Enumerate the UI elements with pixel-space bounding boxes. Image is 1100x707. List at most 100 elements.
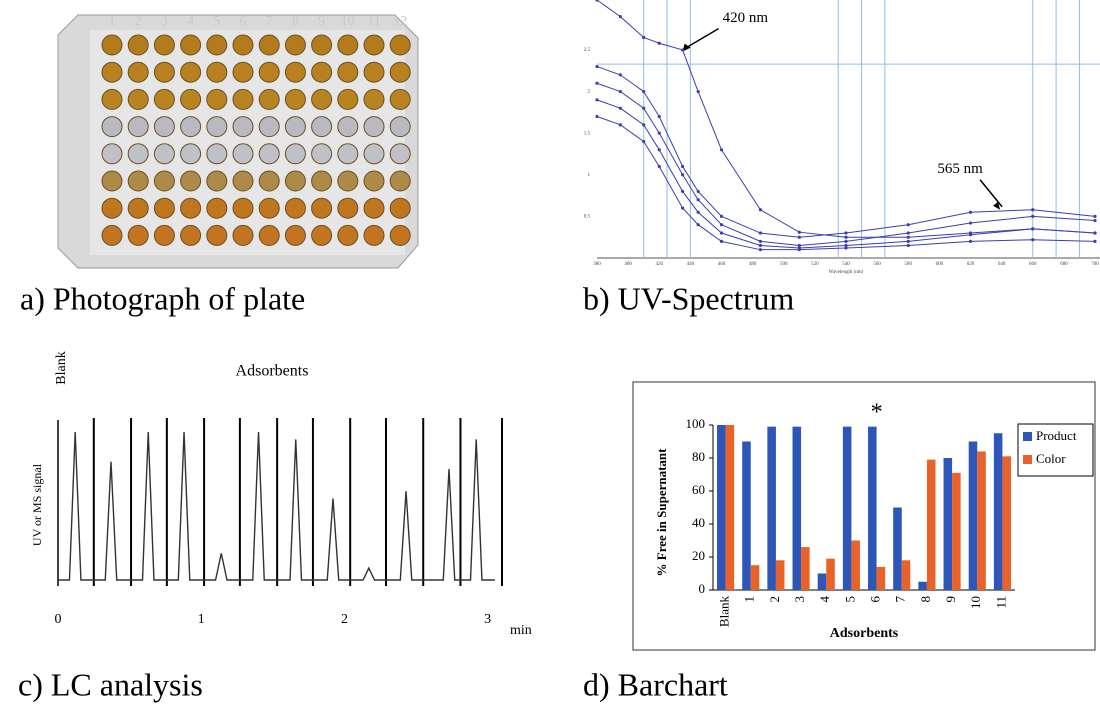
column-label: 4 [187,14,194,29]
well [364,171,384,191]
well [154,171,174,191]
well [154,35,174,55]
well [154,89,174,109]
data-point [697,190,700,193]
x-tick-label: 0 [55,612,62,627]
annotation: * [871,400,883,426]
x-tick-label: 6 [868,596,883,603]
well [338,62,358,82]
well [259,62,279,82]
bar [742,442,751,591]
well [181,117,201,137]
well [233,171,253,191]
data-point [1093,231,1096,234]
x-tick-label: 5 [842,596,857,603]
well [312,62,332,82]
well [259,198,279,218]
column-label: 9 [318,14,325,29]
y-tick-label: 80 [692,449,705,464]
well [128,198,148,218]
column-label: 5 [213,14,220,29]
x-tick-label: 520 [811,262,819,267]
x-axis-label: Adsorbents [830,626,899,641]
data-point [681,165,684,168]
well [128,117,148,137]
well [207,144,227,164]
well [312,225,332,245]
annotation-arrow [980,180,1002,207]
well [338,35,358,55]
well [312,171,332,191]
data-point [642,140,645,143]
x-tick-label: 460 [718,262,726,267]
data-point [759,240,762,243]
x-tick-label: 11 [993,596,1008,609]
well [364,198,384,218]
x-axis-label: Wavelength (nm) [829,270,864,275]
data-point [1031,215,1034,218]
well [154,225,174,245]
well [285,225,305,245]
well [181,225,201,245]
well [233,225,253,245]
bar [952,473,961,590]
data-point [907,244,910,247]
well [364,117,384,137]
column-label: 11 [367,14,380,29]
data-point [681,48,684,51]
well [364,225,384,245]
well [102,198,122,218]
x-tick-label: 660 [1029,262,1037,267]
data-point [720,148,723,151]
caption: b) UV-Spectrum [583,280,794,316]
bar [793,427,802,590]
y-tick-label: 2 [588,90,591,95]
well [338,144,358,164]
annotation: Blank [54,351,69,384]
data-point [619,123,622,126]
well [390,198,410,218]
well [312,89,332,109]
bar [801,547,810,590]
y-tick-label: 1 [588,173,591,178]
column-label: 6 [240,14,247,29]
x-tick-label: 480 [749,262,757,267]
data-point [844,240,847,243]
x-tick-label: 2 [341,612,348,627]
well [364,89,384,109]
x-tick-label: 560 [873,262,881,267]
well [154,117,174,137]
y-tick-label: 60 [692,482,705,497]
well [285,35,305,55]
figure: a) Photograph of plate b) UV-Spectrum c)… [0,0,1100,707]
y-tick-label: 0.5 [584,215,591,220]
data-point [759,208,762,211]
caption: c) LC analysis [18,666,203,702]
data-point [1093,240,1096,243]
well [154,198,174,218]
data-point [969,211,972,214]
data-line [597,67,1095,238]
x-tick-label: 3 [792,596,807,603]
annotation: 420 nm [723,10,769,26]
data-point [595,82,598,85]
x-tick-label: 1 [198,612,205,627]
bar [776,560,785,590]
well [390,89,410,109]
data-point [1093,219,1096,222]
legend-swatch [1023,455,1032,464]
well [181,35,201,55]
well [181,89,201,109]
x-tick-label: 440 [687,262,695,267]
well [364,62,384,82]
data-point [798,236,801,239]
well [207,62,227,82]
legend-label: Product [1036,428,1077,443]
well [285,198,305,218]
x-tick-label: 3 [484,612,491,627]
x-tick-label: 500 [780,262,788,267]
data-point [697,223,700,226]
well [312,117,332,137]
bar [868,427,877,590]
bar [902,560,911,590]
